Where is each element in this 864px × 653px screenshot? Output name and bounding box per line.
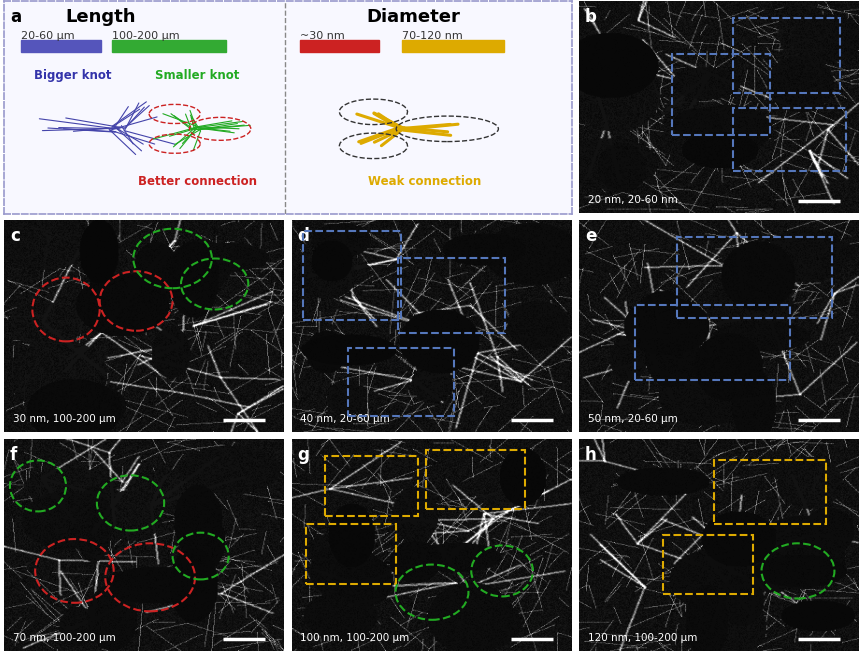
- Text: ~30 nm: ~30 nm: [300, 31, 345, 41]
- Bar: [672, 54, 770, 135]
- Text: Length: Length: [66, 8, 137, 25]
- Text: b: b: [585, 8, 597, 25]
- Text: 100-200 μm: 100-200 μm: [112, 31, 180, 41]
- Text: d: d: [297, 227, 309, 245]
- Bar: [300, 40, 379, 52]
- Bar: [664, 535, 753, 594]
- Bar: [402, 40, 504, 52]
- Text: Smaller knot: Smaller knot: [156, 69, 239, 82]
- Bar: [112, 40, 226, 52]
- Text: 30 nm, 100-200 μm: 30 nm, 100-200 μm: [13, 414, 116, 424]
- Text: 40 nm, 20-60 μm: 40 nm, 20-60 μm: [300, 414, 390, 424]
- Text: 70 nm, 100-200 μm: 70 nm, 100-200 μm: [13, 633, 116, 643]
- Bar: [734, 108, 846, 171]
- Bar: [677, 237, 832, 318]
- Text: 20-60 μm: 20-60 μm: [22, 31, 75, 41]
- Text: 100 nm, 100-200 μm: 100 nm, 100-200 μm: [300, 633, 410, 643]
- Text: 120 nm, 100-200 μm: 120 nm, 100-200 μm: [588, 633, 697, 643]
- Bar: [22, 40, 101, 52]
- Text: 50 nm, 20-60 μm: 50 nm, 20-60 μm: [588, 414, 677, 424]
- Text: h: h: [585, 445, 597, 464]
- Text: 20 nm, 20-60 nm: 20 nm, 20-60 nm: [588, 195, 677, 205]
- Text: Diameter: Diameter: [366, 8, 461, 25]
- Bar: [306, 524, 396, 584]
- Bar: [427, 450, 524, 509]
- Text: a: a: [10, 8, 21, 25]
- Bar: [348, 348, 454, 416]
- Bar: [714, 460, 826, 524]
- Text: c: c: [10, 227, 20, 245]
- Bar: [635, 305, 790, 379]
- Text: f: f: [10, 445, 17, 464]
- Text: Weak connection: Weak connection: [368, 176, 481, 188]
- Text: e: e: [585, 227, 596, 245]
- Text: Bigger knot: Bigger knot: [34, 69, 111, 82]
- Text: Better connection: Better connection: [138, 176, 257, 188]
- Bar: [734, 18, 840, 93]
- Bar: [303, 231, 401, 320]
- Bar: [326, 456, 418, 516]
- Text: g: g: [297, 445, 309, 464]
- Bar: [398, 259, 505, 333]
- Text: 70-120 nm: 70-120 nm: [402, 31, 462, 41]
